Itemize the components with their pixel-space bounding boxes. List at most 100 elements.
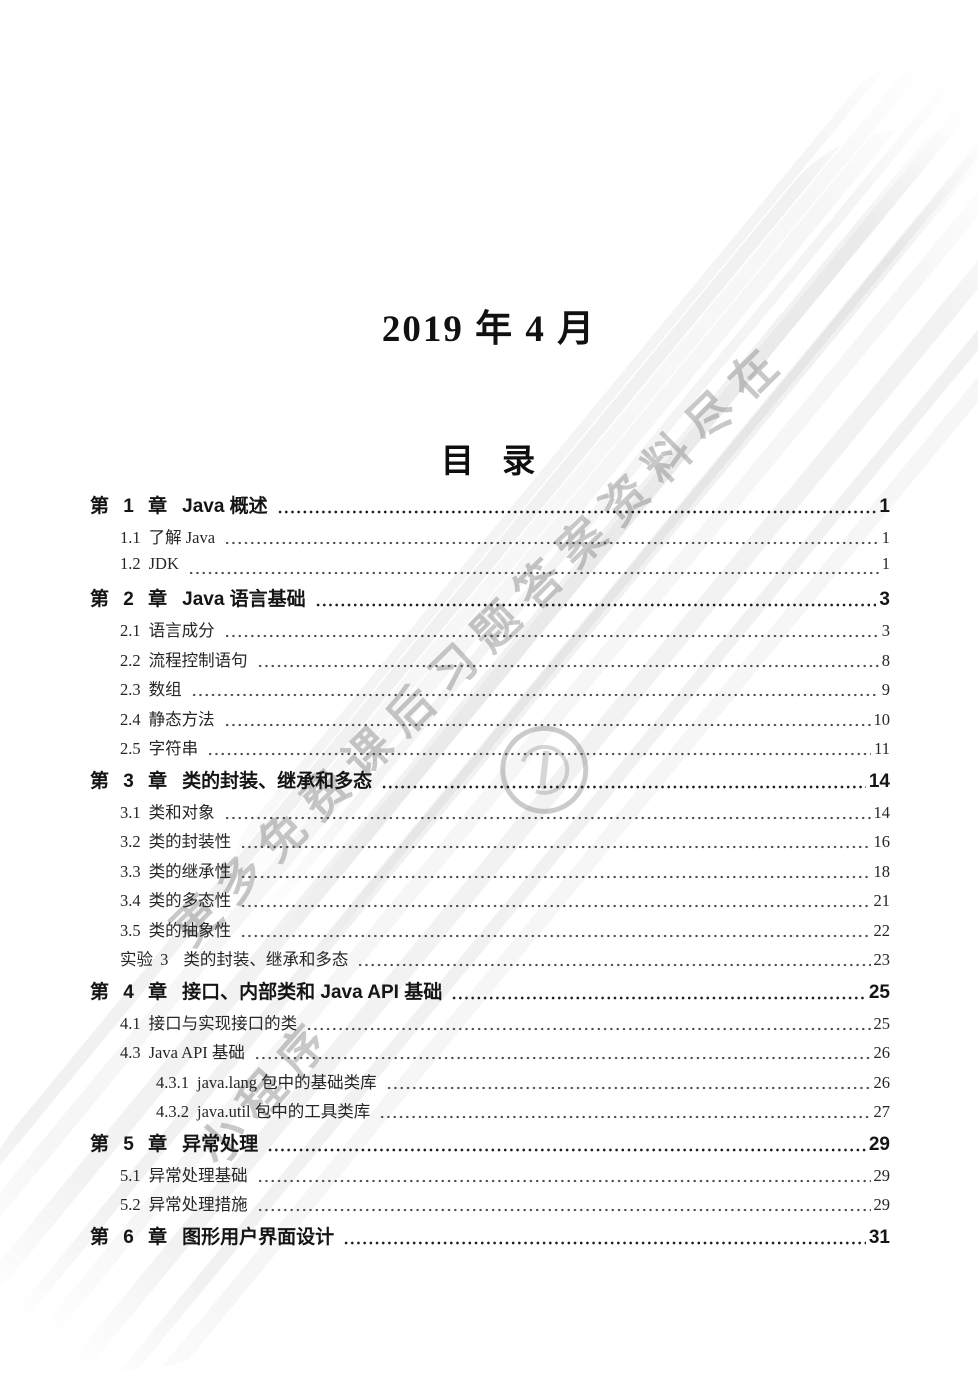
toc-title: 目 录 [440,444,538,480]
dot-leader [239,840,871,854]
dot-leader [450,990,866,1005]
dot-leader [252,1051,871,1065]
toc-entry-title: JDK [148,553,179,573]
toc-entry-title: 字符串 [148,739,199,758]
dot-leader [275,505,877,519]
toc-row: 4.3.1 java.lang 包中的基础类库 26 [90,1069,890,1099]
toc-entry-label: 实验 3 [120,950,169,969]
dot-leader [239,870,871,883]
toc-entry-page-number: 26 [873,1043,891,1062]
toc-row: 3.3 类的继承性 18 [90,858,890,888]
toc-entry-page-number: 31 [868,1226,890,1248]
toc-row: 4.3 Java API 基础 26 [90,1039,890,1069]
toc-row: 第 6 章 图形用户界面设计 31 [90,1222,890,1255]
toc-entry-title: Java API 基础 [148,1043,245,1062]
toc-entry-title: 接口、内部类和 Java API 基础 [182,981,443,1003]
toc-row: 4.1 接口与实现接口的类 25 [90,1010,890,1040]
toc-entry-title: java.lang 包中的基础类库 [197,1072,377,1092]
toc-row: 3.5 类的抽象性 22 [90,917,890,947]
toc-entry-title: 类的抽象性 [148,920,232,940]
toc-row: 2.3 数组 9 [90,676,890,706]
toc-entry-page-number: 14 [868,770,890,792]
dot-leader [255,1203,871,1217]
toc-entry-label: 2.1 [120,621,141,640]
dot-leader [189,688,879,702]
dot-leader [313,598,877,612]
toc-entry-title: 类的继承性 [148,861,232,881]
toc-entry-page-number: 22 [873,920,891,940]
toc-entry-label: 第 4 章 [90,981,168,1003]
toc-entry-page-number: 3 [881,621,890,640]
toc-entry-title: 流程控制语句 [148,650,248,670]
toc-entry-title: 类的封装、继承和多态 [183,950,349,969]
toc-entry-title: 类的多态性 [148,891,232,910]
toc-entry-label: 3.5 [120,920,141,940]
toc-entry-page-number: 18 [873,861,891,881]
toc-entry-label: 4.3 [120,1043,141,1062]
toc-entry-title: 静态方法 [148,709,215,729]
toc-entry-label: 第 2 章 [90,589,168,610]
toc-entry-page-number: 23 [873,950,891,969]
dot-leader [305,1022,871,1035]
toc-entry-page-number: 27 [873,1102,891,1121]
toc-row: 2.4 静态方法 10 [90,706,890,736]
toc-entry-title: 了解 Java [148,528,216,547]
toc-entry-label: 5.2 [120,1195,141,1214]
toc-entry-title: 异常处理基础 [148,1165,248,1185]
toc-entry-label: 第 6 章 [90,1226,168,1248]
toc-entry-label: 3.2 [120,832,141,851]
toc-entry-page-number: 1 [881,528,890,547]
toc-entry-title: 数组 [148,680,182,699]
toc-row: 1.2 JDK 1 [90,554,890,584]
toc-row: 第 5 章 异常处理 29 [90,1129,890,1162]
dot-leader [255,659,879,672]
toc-entry-page-number: 9 [881,680,890,699]
toc-row: 2.2 流程控制语句 8 [90,647,890,677]
toc-entry-label: 3.4 [120,891,141,910]
toc-entry-page-number: 26 [873,1072,891,1092]
toc-entry-title: 异常处理措施 [148,1195,248,1214]
toc-row: 1.1 了解 Java 1 [90,524,890,554]
dot-leader [222,811,871,824]
dot-leader [266,1142,866,1157]
toc-entry-label: 2.3 [120,680,141,699]
dot-leader [222,629,879,643]
toc-entry-label: 第 3 章 [90,770,168,792]
toc-entry-title: 类和对象 [148,802,215,822]
toc-row: 3.1 类和对象 14 [90,799,890,829]
toc-entry-page-number: 3 [879,589,890,610]
toc-entry-label: 4.1 [120,1013,141,1033]
toc-entry-label: 1.2 [120,553,141,573]
toc-row: 3.4 类的多态性 21 [90,887,890,917]
toc-entry-page-number: 29 [873,1195,891,1214]
dot-leader [223,536,879,550]
toc-entry-page-number: 1 [879,496,890,517]
toc-row: 实验 3 类的封装、继承和多态 23 [90,946,890,976]
toc-list: 第 1 章 Java 概述 1 1.1 了解 Java 1 1.2 JDK 1 … [90,490,890,1255]
toc-entry-label: 第 5 章 [90,1133,168,1155]
toc-entry-title: 类的封装性 [148,832,232,851]
toc-row: 第 2 章 Java 语言基础 3 [90,584,890,617]
toc-row: 2.1 语言成分 3 [90,617,890,647]
dot-leader [255,1174,871,1187]
dot-leader [206,747,872,761]
dot-leader [356,958,871,972]
dot-leader [222,718,871,731]
dot-leader [186,566,879,579]
toc-entry-page-number: 25 [868,981,890,1003]
dot-leader [239,929,871,942]
date-title: 2019 年 4 月 [381,309,597,350]
toc-entry-title: 语言成分 [148,621,215,640]
toc-entry-title: 图形用户界面设计 [182,1226,335,1248]
toc-row: 5.1 异常处理基础 29 [90,1162,890,1192]
toc-entry-title: Java 语言基础 [182,589,306,610]
toc-entry-label: 2.5 [120,739,141,758]
toc-entry-page-number: 25 [873,1013,891,1033]
toc-entry-label: 2.2 [120,650,141,670]
toc-entry-title: Java 概述 [182,496,268,517]
toc-row: 2.5 字符串 11 [90,735,890,765]
toc-entry-label: 2.4 [120,709,141,729]
dot-leader [380,779,866,794]
toc-entry-page-number: 14 [873,802,891,822]
